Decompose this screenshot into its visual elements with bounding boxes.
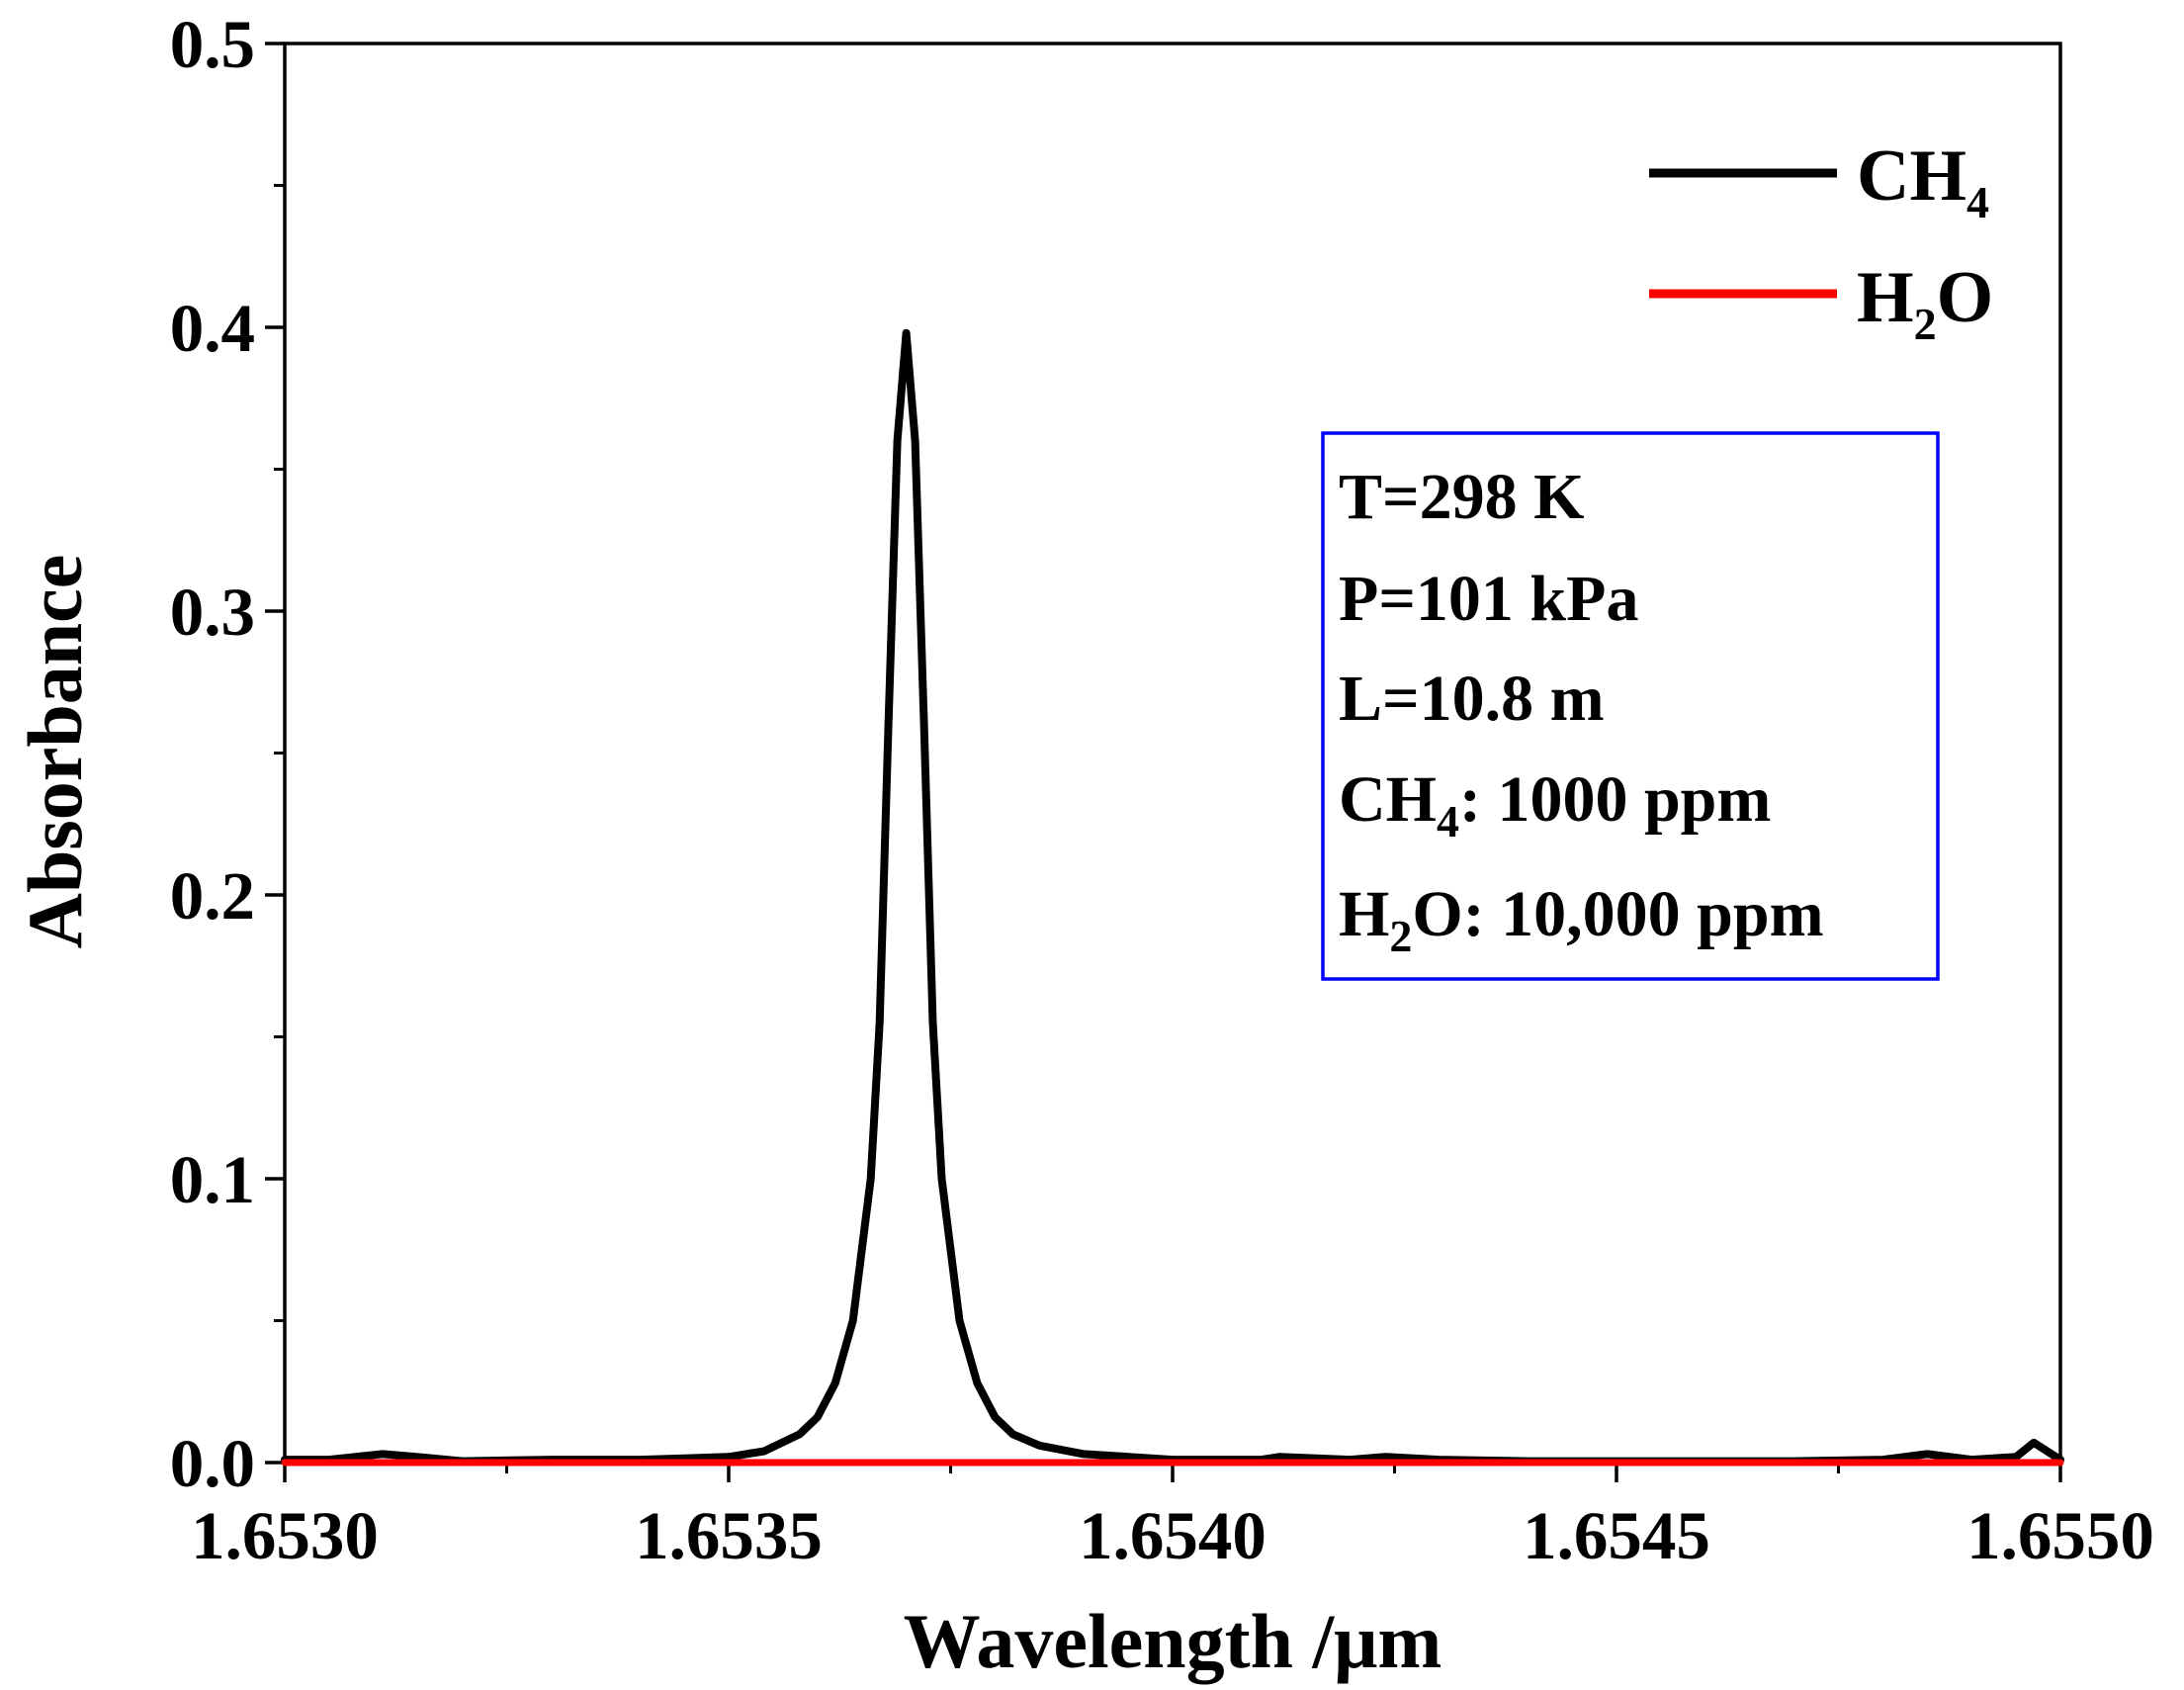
legend-label-h2o: H2O bbox=[1857, 257, 1993, 349]
x-tick-label: 1.6550 bbox=[1966, 1498, 2154, 1573]
series-group bbox=[281, 328, 2064, 1467]
condition-ch4-concentration: CH4: 1000 ppm bbox=[1339, 763, 1771, 846]
y-axis-title: Absorbance bbox=[12, 555, 98, 949]
y-tick-label: 0.0 bbox=[170, 1426, 255, 1501]
x-tick-label: 1.6545 bbox=[1523, 1498, 1710, 1573]
conditions-box: T=298 K P=101 kPa L=10.8 m CH4: 1000 ppm… bbox=[1321, 431, 1940, 981]
legend-label-ch4: CH4 bbox=[1857, 135, 1989, 227]
condition-temperature: T=298 K bbox=[1339, 461, 1584, 533]
y-tick-label: 0.4 bbox=[170, 291, 255, 366]
legend: CH4 H2O bbox=[1649, 135, 1993, 349]
x-tick-label: 1.6535 bbox=[635, 1498, 823, 1573]
y-axis-tick-labels: 0.0 0.1 0.2 0.3 0.4 0.5 bbox=[170, 7, 255, 1501]
conditions-box-border bbox=[1321, 431, 1940, 981]
condition-pressure: P=101 kPa bbox=[1339, 563, 1638, 635]
x-tick-label: 1.6530 bbox=[191, 1498, 379, 1573]
y-tick-label: 0.1 bbox=[170, 1142, 255, 1217]
x-axis-tick-labels: 1.6530 1.6535 1.6540 1.6545 1.6550 bbox=[191, 1498, 2154, 1573]
x-axis-title: Wavelength /μm bbox=[904, 1598, 1442, 1684]
y-axis-ticks bbox=[265, 42, 285, 1465]
y-tick-label: 0.2 bbox=[170, 858, 255, 934]
x-tick-label: 1.6540 bbox=[1079, 1498, 1267, 1573]
y-tick-label: 0.3 bbox=[170, 575, 255, 650]
condition-path-length: L=10.8 m bbox=[1339, 663, 1605, 735]
condition-h2o-concentration: H2O: 10,000 ppm bbox=[1339, 878, 1824, 961]
y-tick-label: 0.5 bbox=[170, 7, 255, 82]
